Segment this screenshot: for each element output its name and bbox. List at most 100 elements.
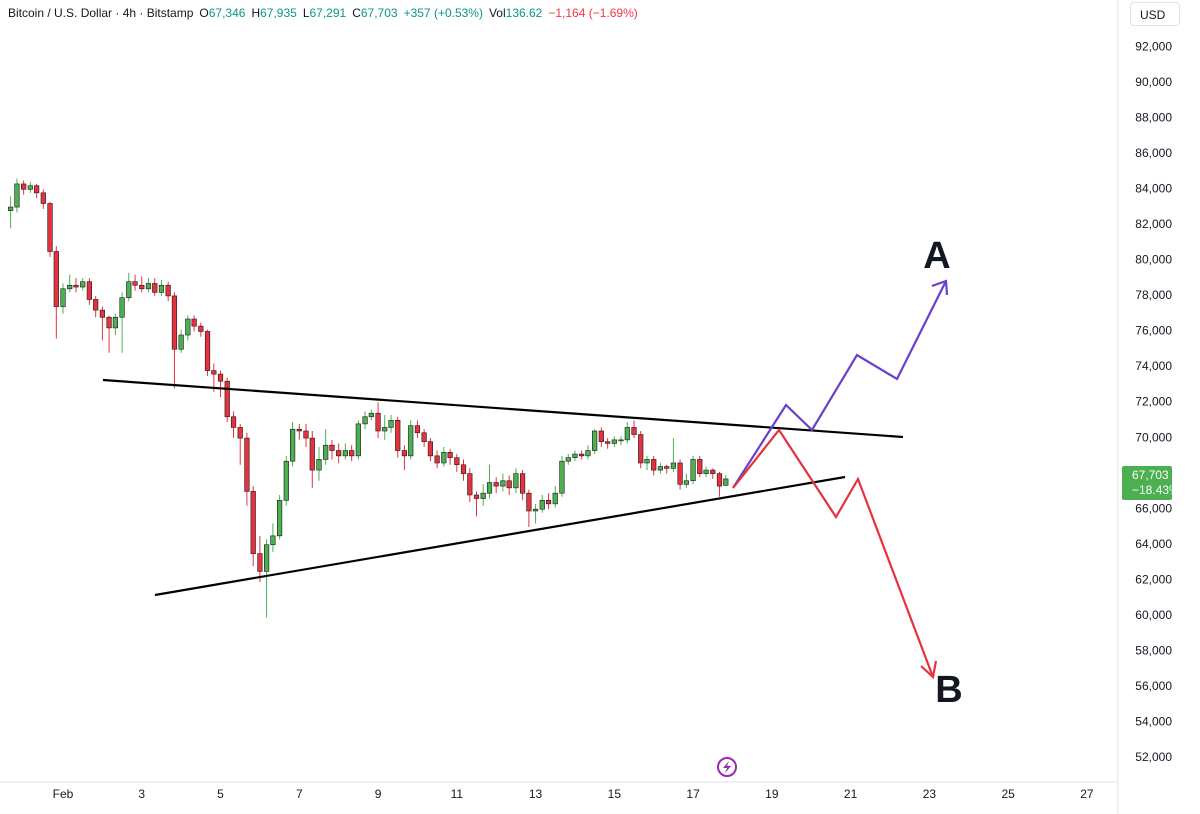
ohlc-open: O67,346 bbox=[199, 6, 245, 20]
candle-body bbox=[171, 295, 178, 350]
plot-area bbox=[8, 178, 729, 618]
ohlc-value: 67,346 bbox=[208, 6, 246, 20]
x-tick-label: 25 bbox=[1001, 787, 1015, 801]
candle-body bbox=[224, 380, 230, 418]
candle-body bbox=[644, 459, 650, 464]
candle-body bbox=[657, 466, 664, 471]
candle-body bbox=[710, 469, 716, 474]
candle-body bbox=[303, 430, 309, 439]
candle-body bbox=[421, 432, 427, 442]
candle-body bbox=[395, 420, 401, 451]
candle-body bbox=[611, 439, 617, 444]
x-tick-label: Feb bbox=[53, 787, 74, 801]
candle-body bbox=[677, 462, 683, 485]
candle-body bbox=[526, 492, 532, 512]
candle-body bbox=[47, 203, 53, 252]
last-price: 67,703 bbox=[1132, 468, 1169, 482]
candle-body bbox=[244, 437, 250, 492]
candle-body bbox=[86, 281, 92, 300]
candle-body bbox=[342, 450, 348, 457]
y-tick-label: 76,000 bbox=[1135, 324, 1172, 338]
candle-body bbox=[703, 469, 709, 474]
candle-body bbox=[283, 460, 289, 501]
candle-body bbox=[178, 334, 184, 350]
candle-body bbox=[388, 420, 394, 428]
candle-body bbox=[434, 455, 440, 464]
x-tick-label: 19 bbox=[765, 787, 779, 801]
candle-body bbox=[139, 284, 145, 290]
candle-body bbox=[257, 553, 263, 572]
upper-trendline bbox=[102, 378, 904, 439]
candle-body bbox=[506, 480, 512, 489]
candle-body bbox=[624, 427, 630, 441]
candle-body bbox=[592, 430, 598, 451]
candle-body bbox=[565, 457, 571, 462]
candle-body bbox=[329, 444, 335, 451]
ohlc-value: 67,291 bbox=[309, 6, 347, 20]
candle-body bbox=[126, 281, 132, 298]
candle-body bbox=[204, 331, 211, 371]
candle-body bbox=[67, 284, 73, 290]
candle-body bbox=[513, 473, 519, 489]
candle-body bbox=[716, 473, 723, 487]
scenario-up-path bbox=[732, 280, 947, 489]
y-tick-label: 58,000 bbox=[1135, 644, 1172, 658]
candle-body bbox=[60, 288, 66, 307]
candle-body bbox=[460, 464, 467, 474]
candle-body bbox=[132, 281, 138, 286]
candle-body bbox=[158, 284, 165, 293]
candle-body bbox=[112, 316, 118, 329]
y-tick-label: 86,000 bbox=[1135, 146, 1172, 160]
candle-body bbox=[454, 457, 460, 466]
x-tick-label: 17 bbox=[686, 787, 700, 801]
candle-body bbox=[368, 412, 374, 418]
y-tick-label: 62,000 bbox=[1135, 572, 1172, 586]
symbol-title: Bitcoin / U.S. Dollar · 4h · Bitstamp bbox=[8, 6, 194, 20]
candle-body bbox=[8, 206, 14, 211]
ohlc-key: C bbox=[352, 6, 361, 20]
y-tick-label: 56,000 bbox=[1135, 679, 1172, 693]
candle-body bbox=[664, 466, 670, 469]
candle-body bbox=[152, 283, 158, 293]
candle-body bbox=[80, 281, 86, 288]
x-tick-label: 23 bbox=[923, 787, 937, 801]
y-tick-label: 90,000 bbox=[1135, 75, 1172, 89]
y-tick-label: 54,000 bbox=[1135, 715, 1172, 729]
ohlc-key: L bbox=[302, 6, 310, 20]
volume-value: 136.62 bbox=[505, 6, 543, 20]
candle-body bbox=[296, 428, 302, 432]
icon-bolt bbox=[723, 761, 731, 773]
candle-body bbox=[309, 437, 315, 471]
drawings bbox=[102, 279, 949, 680]
currency-button[interactable]: USD bbox=[1130, 2, 1180, 26]
candle-body bbox=[211, 370, 217, 375]
last-price-change: −18.43% bbox=[1132, 483, 1180, 497]
candle-body bbox=[500, 480, 506, 487]
candle-body bbox=[34, 185, 40, 194]
candle-body bbox=[441, 452, 447, 464]
candle-body bbox=[683, 480, 689, 485]
candle-body bbox=[690, 459, 696, 482]
candle-body bbox=[382, 427, 388, 432]
icon-ring bbox=[717, 757, 737, 777]
candle-body bbox=[264, 544, 270, 572]
candle-body bbox=[270, 535, 276, 546]
candle-body bbox=[532, 508, 539, 512]
y-tick-label: 82,000 bbox=[1135, 217, 1172, 231]
candle-body bbox=[336, 450, 342, 457]
arrow-head bbox=[920, 660, 938, 680]
candle-body bbox=[119, 297, 125, 318]
y-tick-label: 64,000 bbox=[1135, 537, 1172, 551]
candle-body bbox=[21, 183, 27, 190]
candle-body bbox=[651, 459, 657, 471]
scenario-down-path bbox=[732, 428, 935, 678]
arrow-head bbox=[931, 279, 949, 296]
x-tick-label: 21 bbox=[844, 787, 858, 801]
x-tick-label: 27 bbox=[1080, 787, 1094, 801]
candle-body bbox=[93, 299, 99, 311]
candle-body bbox=[323, 444, 329, 460]
candle-body bbox=[559, 460, 565, 494]
legend-header: Bitcoin / U.S. Dollar · 4h · Bitstamp O6… bbox=[4, 4, 642, 22]
candle-body bbox=[185, 318, 191, 336]
annotation-label: A bbox=[923, 235, 950, 277]
